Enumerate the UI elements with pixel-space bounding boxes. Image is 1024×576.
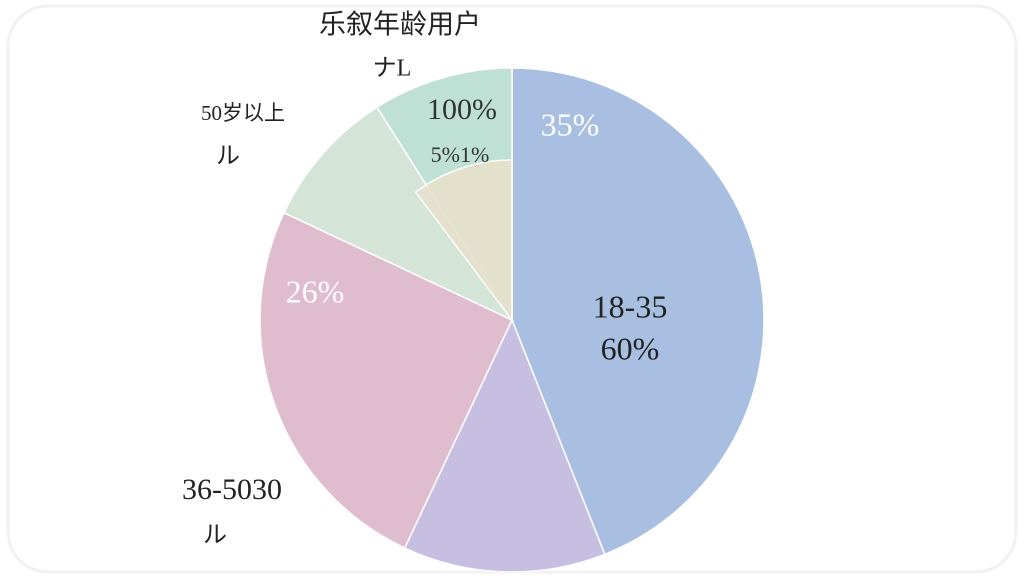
annotation: ナL — [373, 56, 412, 82]
annotation: 26% — [286, 273, 345, 309]
annotation: 36-5030 — [182, 473, 282, 506]
annotation: ル — [216, 144, 240, 170]
annotation: 60% — [601, 330, 660, 366]
pie-slice — [403, 318, 606, 573]
annotation: 50岁以上 — [201, 101, 285, 125]
pie — [259, 67, 765, 573]
annotation: 18-35 — [593, 288, 668, 324]
annotation: 35% — [541, 106, 600, 142]
annotation: 100% — [427, 93, 497, 126]
annotation: ル — [203, 523, 227, 549]
pie-slice — [282, 106, 515, 322]
chart-title: 乐叙年龄用户 — [319, 10, 481, 41]
pie-slice — [511, 67, 765, 556]
pie-slice — [259, 211, 513, 550]
inner-wedge — [414, 159, 513, 323]
annotation: 5%1% — [431, 142, 490, 167]
